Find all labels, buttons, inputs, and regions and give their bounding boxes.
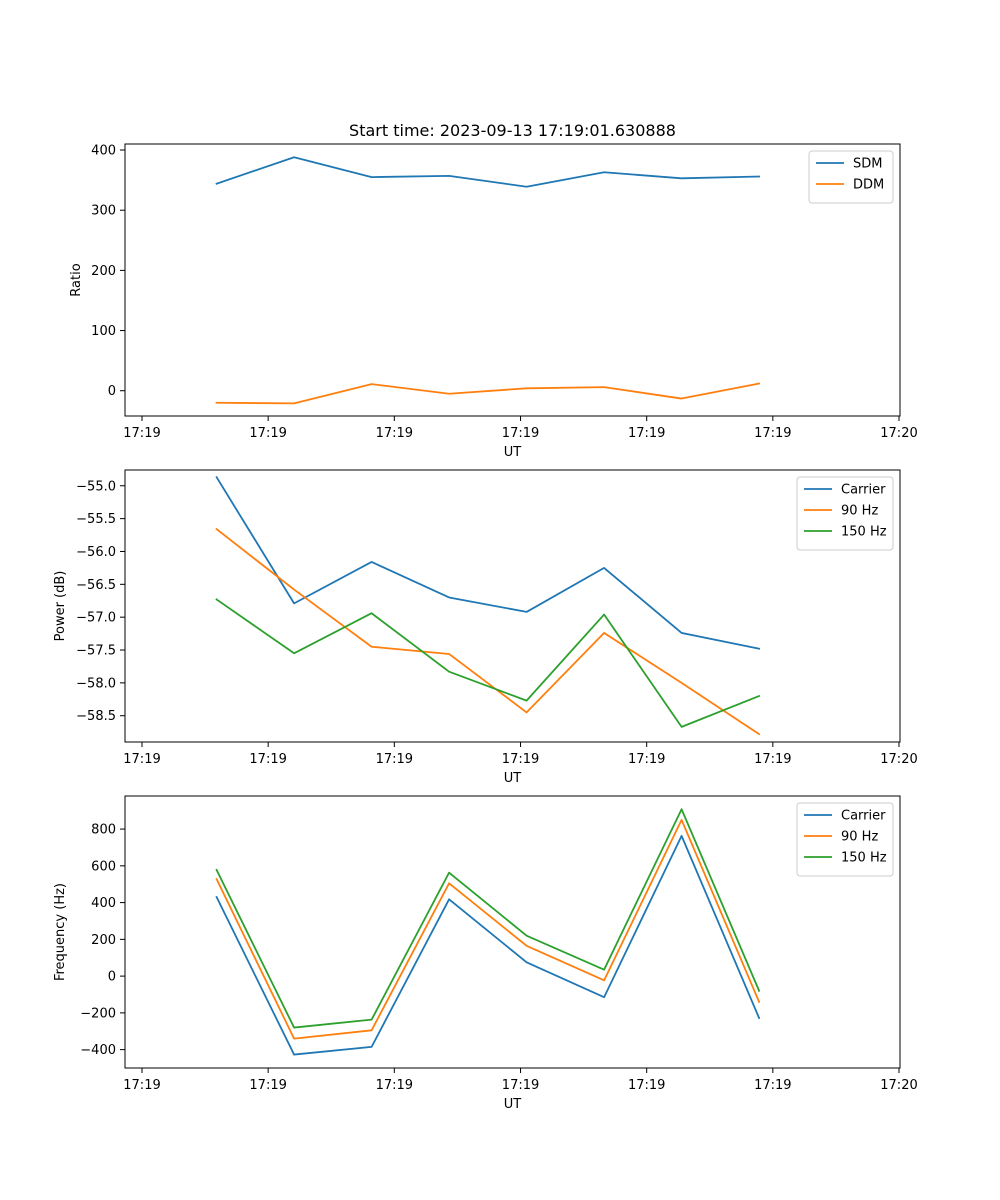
- series-line-150-hz: [215, 808, 761, 1029]
- x-axis-label: UT: [504, 771, 522, 786]
- y-tick-label: −56.0: [76, 545, 116, 560]
- series-group: [215, 808, 761, 1056]
- x-tick-label: 17:19: [123, 752, 160, 767]
- y-axis-label: Frequency (Hz): [53, 883, 68, 981]
- chart-title: Start time: 2023-09-13 17:19:01.630888: [349, 121, 676, 140]
- x-tick-label: 17:20: [880, 1078, 917, 1093]
- x-tick-label: 17:19: [502, 1078, 539, 1093]
- x-tick-label: 17:19: [376, 1078, 413, 1093]
- axes-frame: [124, 795, 901, 1069]
- y-axis-ticks: 0 100 200 300 400: [91, 144, 125, 399]
- y-axis-ticks: −400 −200 0 200 400 600 800: [80, 823, 125, 1058]
- y-tick-label: 400: [91, 896, 116, 911]
- series-group: [215, 475, 761, 736]
- y-tick-label: 300: [91, 204, 116, 219]
- x-tick-label: 17:20: [880, 752, 917, 767]
- y-axis-label: Power (dB): [53, 571, 68, 642]
- axes-frame: [124, 143, 901, 417]
- y-tick-label: −58.0: [76, 676, 116, 691]
- legend-label: SDM: [853, 157, 882, 172]
- x-tick-label: 17:19: [754, 426, 791, 441]
- x-tick-label: 17:19: [376, 752, 413, 767]
- y-tick-label: 100: [91, 324, 116, 339]
- legend: SDM DDM: [808, 150, 894, 204]
- series-line-90-hz: [215, 818, 761, 1040]
- legend-label: 150 Hz: [841, 525, 887, 540]
- series-line-ddm: [215, 382, 761, 405]
- x-tick-label: 17:20: [880, 426, 917, 441]
- y-tick-label: −57.0: [76, 611, 116, 626]
- y-tick-label: −200: [80, 1006, 116, 1021]
- legend-box: [808, 150, 894, 204]
- x-tick-label: 17:19: [628, 752, 665, 767]
- y-tick-label: −58.5: [76, 709, 116, 724]
- chart-panel-1: 17:19 17:19 17:19 17:19 17:19 17:19 17:20 0 100 2…: [69, 121, 918, 460]
- series-line-90-hz: [215, 527, 761, 736]
- y-tick-label: 800: [91, 823, 116, 838]
- chart-panel-3: 17:19 17:19 17:19 17:19 17:19 17:19 17:20−400−…: [53, 795, 918, 1112]
- x-tick-label: 17:19: [628, 426, 665, 441]
- chart-panel-2: 17:19 17:19 17:19 17:19 17:19 17:19 17:20 −58.5…: [53, 469, 918, 786]
- legend-label: Carrier: [841, 809, 886, 824]
- x-tick-label: 17:19: [754, 752, 791, 767]
- legend-label: 150 Hz: [841, 851, 887, 866]
- y-tick-label: 0: [108, 384, 116, 399]
- y-tick-label: 600: [91, 859, 116, 874]
- x-axis-ticks: 17:19 17:19 17:19 17:19 17:19 17:19 17:20: [123, 742, 918, 767]
- y-tick-label: 200: [91, 264, 116, 279]
- series-line-150-hz: [215, 598, 761, 728]
- y-tick-label: −57.5: [76, 644, 116, 659]
- series-line-carrier: [215, 834, 761, 1056]
- y-axis-ticks: −58.5 −58.0 −57.5 −57.0 −56.5 −56.0 −55.5 −55.0: [76, 479, 125, 724]
- axes-frame: [124, 469, 901, 743]
- x-tick-label: 17:19: [502, 752, 539, 767]
- y-tick-label: 400: [91, 144, 116, 159]
- x-tick-label: 17:19: [123, 426, 160, 441]
- legend-label: 90 Hz: [841, 504, 878, 519]
- x-axis-label: UT: [504, 1097, 522, 1112]
- x-tick-label: 17:19: [376, 426, 413, 441]
- x-tick-label: 17:19: [123, 1078, 160, 1093]
- x-axis-ticks: 17:19 17:19 17:19 17:19 17:19 17:19 17:20: [123, 1068, 918, 1093]
- series-line-sdm: [215, 156, 761, 188]
- x-tick-label: 17:19: [628, 1078, 665, 1093]
- y-tick-label: −56.5: [76, 578, 116, 593]
- y-tick-label: −55.5: [76, 512, 116, 527]
- series-line-carrier: [215, 475, 761, 650]
- x-tick-label: 17:19: [502, 426, 539, 441]
- y-tick-label: −55.0: [76, 479, 116, 494]
- y-tick-label: −400: [80, 1043, 116, 1058]
- x-tick-label: 17:19: [249, 1078, 286, 1093]
- x-tick-label: 17:19: [754, 1078, 791, 1093]
- y-tick-label: 200: [91, 933, 116, 948]
- legend-label: 90 Hz: [841, 830, 878, 845]
- x-tick-label: 17:19: [249, 426, 286, 441]
- legend-label: Carrier: [841, 483, 886, 498]
- legend: Carrier 90 Hz 150 Hz: [796, 802, 894, 877]
- charts-container: 17:19 17:19 17:19 17:19 17:19 17:19 17:20 0 100 2…: [53, 121, 918, 1112]
- x-tick-label: 17:19: [249, 752, 286, 767]
- x-axis-label: UT: [504, 445, 522, 460]
- legend-label: DDM: [853, 178, 884, 193]
- legend: Carrier 90 Hz 150 Hz: [796, 476, 894, 551]
- y-axis-label: Ratio: [69, 263, 84, 296]
- x-axis-ticks: 17:19 17:19 17:19 17:19 17:19 17:19 17:20: [123, 416, 918, 441]
- y-tick-label: 0: [108, 970, 116, 985]
- series-group: [215, 156, 761, 405]
